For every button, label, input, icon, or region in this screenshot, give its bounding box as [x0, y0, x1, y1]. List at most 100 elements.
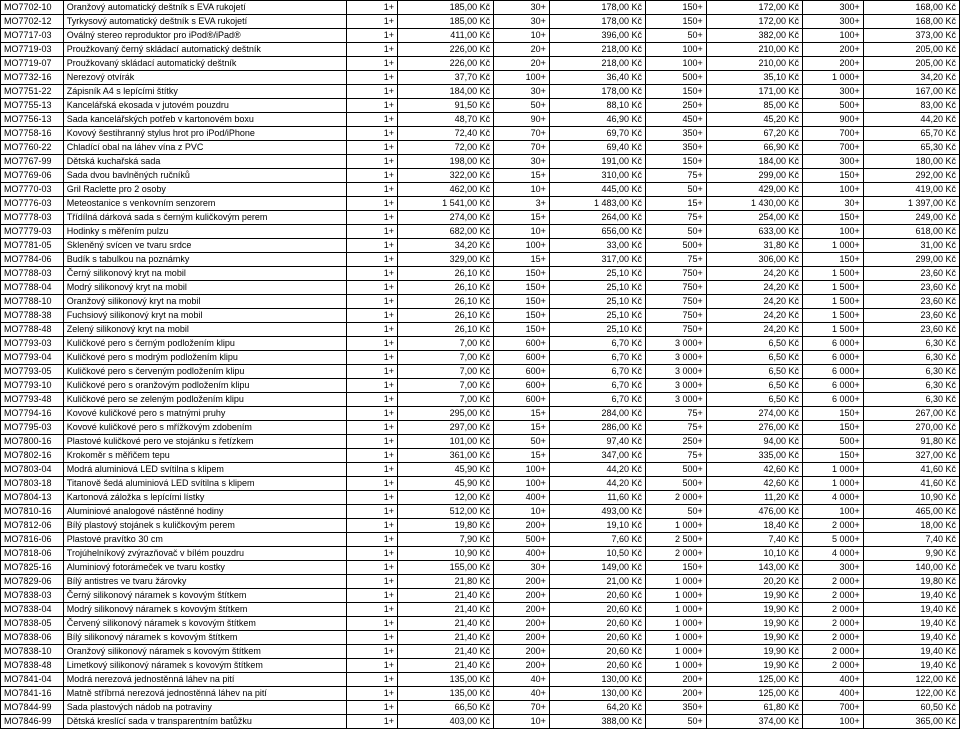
price-cell: 122,00 Kč	[863, 687, 959, 701]
sku-cell: MO7794-16	[1, 407, 64, 421]
price-cell: 310,00 Kč	[549, 169, 645, 183]
sku-cell: MO7829-06	[1, 575, 64, 589]
desc-cell: Černý silikonový kryt na mobil	[63, 267, 347, 281]
price-cell: 7,00 Kč	[397, 365, 493, 379]
qty-cell: 75+	[646, 449, 707, 463]
price-cell: 6,30 Kč	[863, 351, 959, 365]
price-cell: 429,00 Kč	[706, 183, 802, 197]
sku-cell: MO7779-03	[1, 225, 64, 239]
desc-cell: Proužkovaný černý skládací automatický d…	[63, 43, 347, 57]
price-cell: 69,40 Kč	[549, 141, 645, 155]
price-cell: 18,40 Kč	[706, 519, 802, 533]
qty-cell: 150+	[803, 211, 864, 225]
qty-cell: 1+	[347, 491, 398, 505]
qty-cell: 2 000+	[646, 491, 707, 505]
desc-cell: Sada dvou bavlněných ručníků	[63, 169, 347, 183]
qty-cell: 1+	[347, 379, 398, 393]
price-cell: 69,70 Kč	[549, 127, 645, 141]
price-cell: 185,00 Kč	[397, 1, 493, 15]
sku-cell: MO7751-22	[1, 85, 64, 99]
table-row: MO7719-03Proužkovaný černý skládací auto…	[1, 43, 960, 57]
qty-cell: 75+	[646, 211, 707, 225]
qty-cell: 100+	[803, 505, 864, 519]
qty-cell: 300+	[803, 85, 864, 99]
desc-cell: Oranžový silikonový kryt na mobil	[63, 295, 347, 309]
price-cell: 34,20 Kč	[863, 71, 959, 85]
qty-cell: 600+	[494, 393, 550, 407]
price-cell: 10,90 Kč	[863, 491, 959, 505]
sku-cell: MO7800-16	[1, 435, 64, 449]
desc-cell: Kovový šestihranný stylus hrot pro iPod/…	[63, 127, 347, 141]
qty-cell: 70+	[494, 701, 550, 715]
price-cell: 130,00 Kč	[549, 673, 645, 687]
qty-cell: 1+	[347, 155, 398, 169]
desc-cell: Kuličkové pero s modrým podložením klipu	[63, 351, 347, 365]
price-cell: 48,70 Kč	[397, 113, 493, 127]
price-cell: 226,00 Kč	[397, 43, 493, 57]
qty-cell: 1 000+	[646, 589, 707, 603]
qty-cell: 600+	[494, 379, 550, 393]
price-cell: 373,00 Kč	[863, 29, 959, 43]
price-cell: 322,00 Kč	[397, 169, 493, 183]
desc-cell: Dětská kreslící sada v transparentním ba…	[63, 715, 347, 729]
qty-cell: 6 000+	[803, 379, 864, 393]
qty-cell: 200+	[494, 589, 550, 603]
qty-cell: 1+	[347, 519, 398, 533]
qty-cell: 1+	[347, 15, 398, 29]
qty-cell: 1+	[347, 169, 398, 183]
price-cell: 6,30 Kč	[863, 337, 959, 351]
qty-cell: 2 000+	[803, 575, 864, 589]
price-cell: 36,40 Kč	[549, 71, 645, 85]
price-cell: 18,00 Kč	[863, 519, 959, 533]
price-cell: 83,00 Kč	[863, 99, 959, 113]
price-cell: 9,90 Kč	[863, 547, 959, 561]
qty-cell: 100+	[803, 29, 864, 43]
qty-cell: 500+	[646, 71, 707, 85]
qty-cell: 150+	[494, 309, 550, 323]
price-cell: 329,00 Kč	[397, 253, 493, 267]
qty-cell: 200+	[494, 603, 550, 617]
price-cell: 26,10 Kč	[397, 281, 493, 295]
price-cell: 19,40 Kč	[863, 631, 959, 645]
price-cell: 72,40 Kč	[397, 127, 493, 141]
price-cell: 21,00 Kč	[549, 575, 645, 589]
price-cell: 205,00 Kč	[863, 43, 959, 57]
qty-cell: 20+	[494, 57, 550, 71]
price-cell: 172,00 Kč	[706, 15, 802, 29]
price-cell: 7,60 Kč	[549, 533, 645, 547]
price-cell: 299,00 Kč	[706, 169, 802, 183]
desc-cell: Bílý plastový stojánek s kuličkovým pere…	[63, 519, 347, 533]
price-cell: 168,00 Kč	[863, 1, 959, 15]
price-cell: 493,00 Kč	[549, 505, 645, 519]
table-row: MO7829-06Bílý antistres ve tvaru žárovky…	[1, 575, 960, 589]
price-cell: 20,60 Kč	[549, 589, 645, 603]
price-cell: 24,20 Kč	[706, 267, 802, 281]
qty-cell: 10+	[494, 505, 550, 519]
table-row: MO7841-16Matně stříbrná nerezová jednost…	[1, 687, 960, 701]
qty-cell: 75+	[646, 407, 707, 421]
price-cell: 374,00 Kč	[706, 715, 802, 729]
qty-cell: 2 500+	[646, 533, 707, 547]
qty-cell: 40+	[494, 687, 550, 701]
qty-cell: 1+	[347, 239, 398, 253]
table-row: MO7810-16Aluminiové analogové nástěnné h…	[1, 505, 960, 519]
price-cell: 21,40 Kč	[397, 603, 493, 617]
price-cell: 31,00 Kč	[863, 239, 959, 253]
sku-cell: MO7702-12	[1, 15, 64, 29]
qty-cell: 100+	[803, 715, 864, 729]
sku-cell: MO7755-13	[1, 99, 64, 113]
price-cell: 6,70 Kč	[549, 379, 645, 393]
qty-cell: 10+	[494, 183, 550, 197]
desc-cell: Sada kancelářských potřeb v kartonovém b…	[63, 113, 347, 127]
qty-cell: 1+	[347, 113, 398, 127]
qty-cell: 1+	[347, 253, 398, 267]
price-cell: 274,00 Kč	[706, 407, 802, 421]
qty-cell: 1 000+	[803, 239, 864, 253]
qty-cell: 2 000+	[803, 603, 864, 617]
qty-cell: 2 000+	[803, 617, 864, 631]
qty-cell: 3 000+	[646, 379, 707, 393]
price-cell: 26,10 Kč	[397, 295, 493, 309]
price-cell: 24,20 Kč	[706, 309, 802, 323]
qty-cell: 100+	[803, 183, 864, 197]
price-cell: 20,60 Kč	[549, 631, 645, 645]
